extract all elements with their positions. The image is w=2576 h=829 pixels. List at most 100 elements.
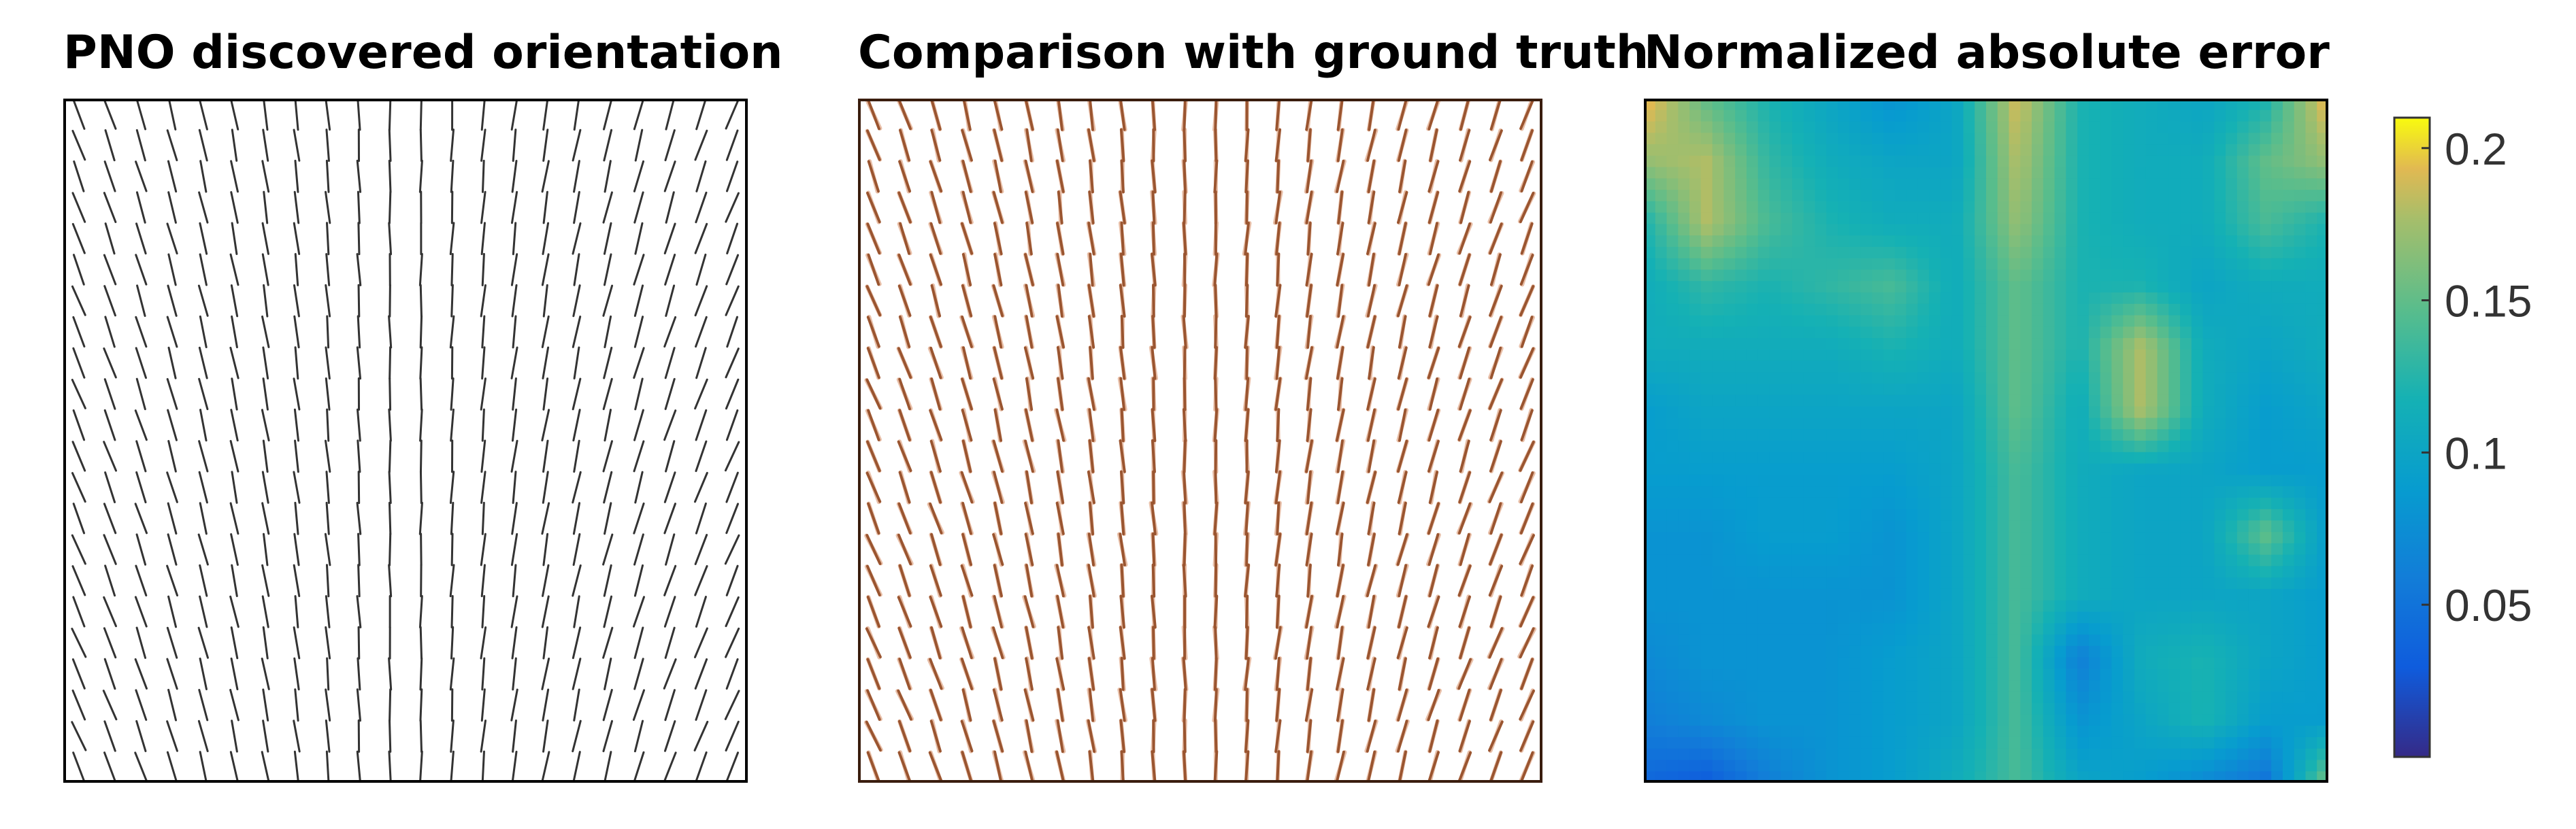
orientation-segment bbox=[450, 626, 455, 660]
heatmap-cell bbox=[1917, 645, 1930, 658]
heatmap-cell bbox=[1975, 109, 1987, 122]
orientation-segment bbox=[480, 439, 486, 473]
heatmap-cell bbox=[1723, 99, 1736, 111]
heatmap-cell bbox=[1781, 452, 1793, 464]
heatmap-cell bbox=[1951, 133, 1964, 145]
heatmap-cell bbox=[1689, 577, 1702, 590]
heatmap-cell bbox=[2317, 109, 2328, 122]
orientation-segment bbox=[103, 596, 117, 628]
heatmap-cell bbox=[1781, 155, 1793, 168]
heatmap-cell bbox=[2294, 235, 2307, 248]
orientation-segment bbox=[419, 99, 423, 131]
heatmap-cell bbox=[1929, 726, 1941, 738]
heatmap-cell bbox=[2134, 384, 2147, 396]
heatmap-cell bbox=[1929, 190, 1941, 202]
heatmap-cell bbox=[1791, 292, 1804, 305]
heatmap-cell bbox=[1917, 133, 1930, 145]
predicted-segment bbox=[930, 626, 942, 660]
heatmap-cell bbox=[2226, 258, 2238, 271]
heatmap-cell bbox=[1940, 281, 1953, 293]
orientation-segment bbox=[664, 347, 676, 379]
heatmap-cell bbox=[2077, 463, 2090, 475]
heatmap-cell bbox=[2236, 212, 2249, 225]
heatmap-cell bbox=[2054, 691, 2066, 704]
predicted-segment bbox=[1427, 595, 1440, 628]
heatmap-cell bbox=[1689, 224, 1702, 236]
heatmap-cell bbox=[1849, 406, 1862, 419]
predicted-segment bbox=[1274, 719, 1282, 754]
heatmap-cell bbox=[1872, 726, 1884, 738]
orientation-segment bbox=[481, 408, 485, 442]
heatmap-cell bbox=[1860, 281, 1872, 293]
heatmap-cell bbox=[1826, 543, 1838, 556]
heatmap-cell bbox=[1655, 281, 1668, 293]
heatmap-cell bbox=[2157, 418, 2169, 430]
heatmap-cell bbox=[2271, 292, 2283, 305]
heatmap-cell bbox=[2088, 611, 2101, 624]
orientation-segment bbox=[542, 377, 549, 411]
heatmap-cell bbox=[2123, 258, 2135, 271]
predicted-segment bbox=[1214, 532, 1218, 567]
heatmap-cell bbox=[1906, 144, 1918, 156]
heatmap-cell bbox=[2032, 760, 2044, 772]
heatmap-cell bbox=[2088, 554, 2101, 567]
heatmap-cell bbox=[2214, 315, 2226, 327]
heatmap-cell bbox=[1929, 133, 1941, 145]
predicted-segment bbox=[1366, 315, 1376, 349]
heatmap-cell bbox=[2066, 269, 2078, 282]
heatmap-cell bbox=[2202, 509, 2215, 521]
heatmap-cell bbox=[1917, 315, 1930, 327]
heatmap-cell bbox=[1678, 475, 1690, 487]
heatmap-cell bbox=[1917, 463, 1930, 475]
heatmap-cell bbox=[1791, 258, 1804, 271]
heatmap-cell bbox=[2077, 246, 2090, 259]
predicted-segment bbox=[1088, 99, 1094, 131]
heatmap-cell bbox=[2134, 543, 2147, 556]
heatmap-cell bbox=[1906, 178, 1918, 190]
heatmap-cell bbox=[2180, 235, 2192, 248]
heatmap-cell bbox=[2077, 714, 2090, 726]
heatmap-cell bbox=[2077, 394, 2090, 407]
heatmap-cell bbox=[1735, 669, 1747, 681]
heatmap-cell bbox=[1655, 657, 1668, 669]
heatmap-cell bbox=[2088, 99, 2101, 111]
orientation-segment bbox=[542, 284, 548, 318]
heatmap-cell bbox=[2191, 269, 2204, 282]
heatmap-cell bbox=[2043, 144, 2055, 156]
heatmap-cell bbox=[2294, 394, 2307, 407]
heatmap-cell bbox=[2271, 406, 2283, 419]
heatmap-cell bbox=[2032, 292, 2044, 305]
heatmap-cell bbox=[2054, 235, 2066, 248]
heatmap-cell bbox=[2202, 406, 2215, 419]
heatmap-cell bbox=[2317, 303, 2328, 316]
heatmap-cell bbox=[1746, 155, 1759, 168]
heatmap-cell bbox=[2202, 99, 2215, 111]
heatmap-cell bbox=[2248, 167, 2260, 179]
orientation-segment bbox=[663, 564, 677, 596]
heatmap-cell bbox=[2202, 726, 2215, 738]
orientation-segment bbox=[356, 595, 362, 628]
heatmap-cell bbox=[2248, 441, 2260, 453]
heatmap-cell bbox=[2226, 748, 2238, 761]
heatmap-cell bbox=[2009, 133, 2021, 145]
heatmap-cell bbox=[1860, 554, 1872, 567]
heatmap-cell bbox=[2111, 497, 2124, 510]
heatmap-cell bbox=[1689, 588, 1702, 601]
heatmap-cell bbox=[2202, 315, 2215, 327]
heatmap-cell bbox=[1986, 554, 1998, 567]
heatmap-cell bbox=[1917, 167, 1930, 179]
heatmap-cell bbox=[1791, 121, 1804, 133]
heatmap-cell bbox=[1757, 406, 1770, 419]
orientation-segment bbox=[167, 688, 178, 722]
heatmap-cell bbox=[1838, 246, 1850, 259]
heatmap-cell bbox=[2191, 748, 2204, 761]
heatmap-cell bbox=[2088, 292, 2101, 305]
predicted-segment bbox=[1398, 252, 1407, 287]
heatmap-cell bbox=[1940, 600, 1953, 613]
orientation-segment bbox=[603, 564, 612, 597]
heatmap-cell bbox=[2294, 463, 2307, 475]
heatmap-cell bbox=[1757, 645, 1770, 658]
heatmap-cell bbox=[1655, 566, 1668, 578]
heatmap-cell bbox=[2157, 429, 2169, 441]
orientation-segment bbox=[294, 346, 299, 380]
